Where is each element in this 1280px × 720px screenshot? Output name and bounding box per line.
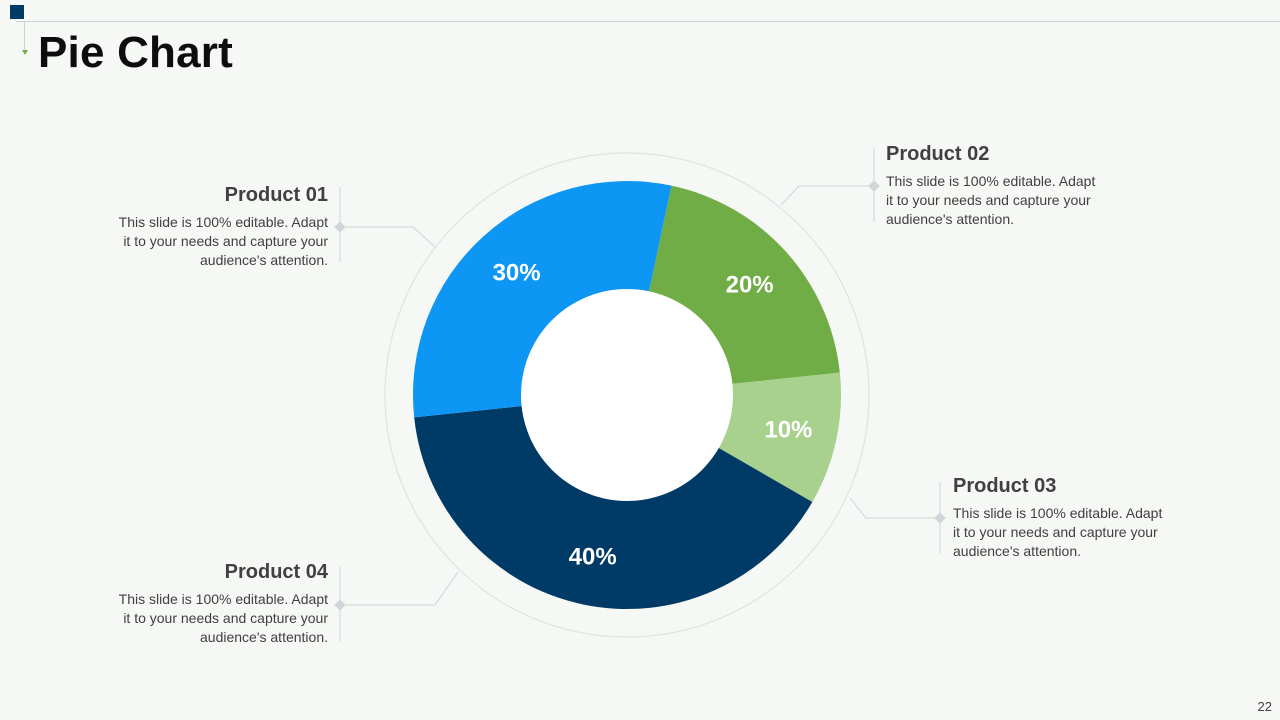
callout-product-04: Product 04 This slide is 100% editable. … <box>108 561 328 647</box>
percent-label-product-02: 20% <box>726 272 774 299</box>
page-title: Pie Chart <box>38 28 233 77</box>
corner-accent-square <box>10 5 24 19</box>
page-number: 22 <box>1257 699 1272 714</box>
connector-product-01 <box>340 226 437 249</box>
product-03-desc: This slide is 100% editable. Adapt it to… <box>953 505 1163 559</box>
percent-label-product-01: 30% <box>493 259 541 286</box>
connector-product-03 <box>849 497 940 519</box>
product-04-desc: This slide is 100% editable. Adapt it to… <box>118 591 328 645</box>
product-01-desc: This slide is 100% editable. Adapt it to… <box>118 214 328 268</box>
connector-product-02 <box>780 185 874 206</box>
percent-label-product-03: 10% <box>764 416 812 443</box>
connector-dot-03 <box>934 512 946 524</box>
product-02-desc: This slide is 100% editable. Adapt it to… <box>886 173 1096 227</box>
product-01-title: Product 01 <box>224 184 328 206</box>
product-03-title: Product 03 <box>953 475 1057 497</box>
connector-dots <box>334 180 946 611</box>
product-02-title: Product 02 <box>886 143 990 165</box>
corner-arrow-icon <box>22 50 28 55</box>
product-04-title: Product 04 <box>224 561 328 583</box>
outer-ring <box>384 152 870 638</box>
top-rule <box>16 21 1280 22</box>
corner-rule <box>24 21 25 51</box>
callout-product-02: Product 02 This slide is 100% editable. … <box>886 143 1106 229</box>
callout-product-01: Product 01 This slide is 100% editable. … <box>108 184 328 270</box>
percent-label-product-04: 40% <box>569 543 617 570</box>
connector-dot-01 <box>334 221 346 233</box>
donut-hole <box>521 289 733 501</box>
connector-product-04 <box>340 571 459 606</box>
percent-labels: 20% 10% 40% 30% <box>493 259 813 570</box>
callout-product-03: Product 03 This slide is 100% editable. … <box>953 475 1173 561</box>
connector-dot-02 <box>868 180 880 192</box>
connector-dot-04 <box>334 599 346 611</box>
